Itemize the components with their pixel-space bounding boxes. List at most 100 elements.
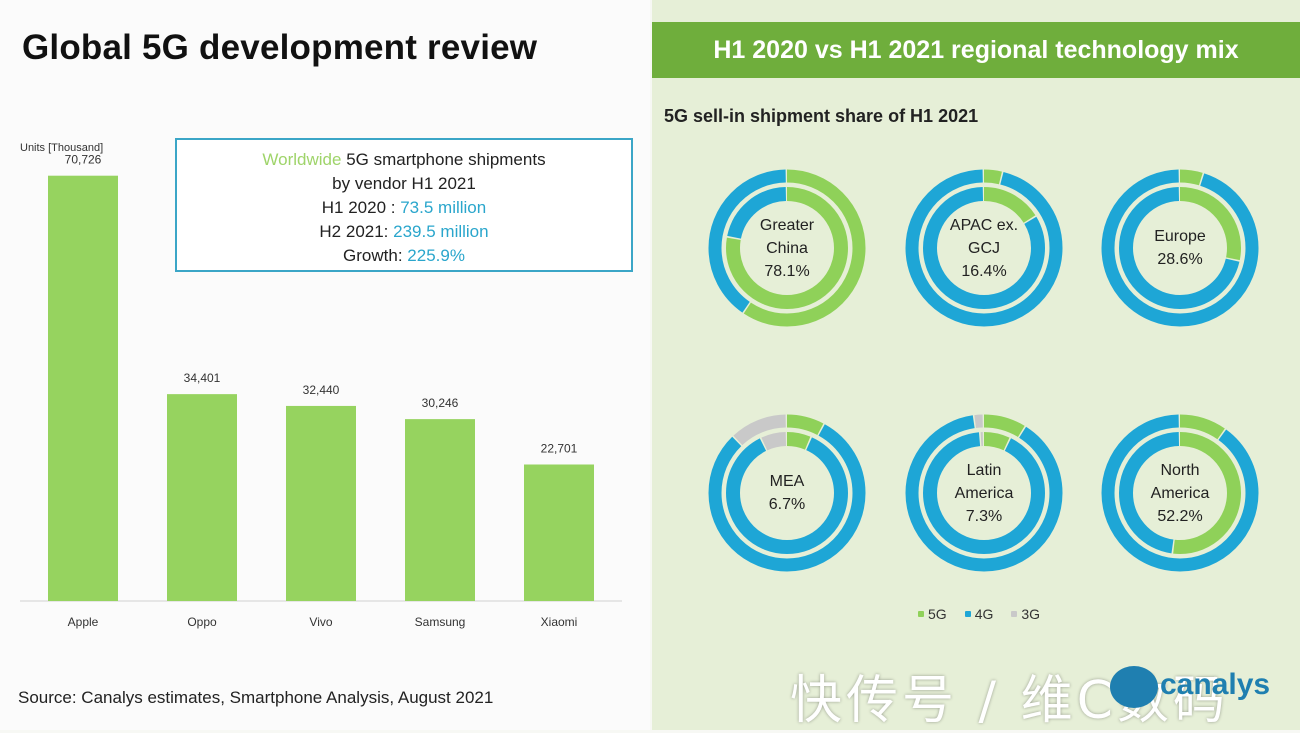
inner-ring-segment-4g bbox=[726, 432, 848, 554]
source-note: Source: Canalys estimates, Smartphone An… bbox=[18, 688, 494, 707]
donut-5g-share-value: 78.1% bbox=[764, 262, 810, 280]
legend-item-3g: 3G bbox=[1011, 606, 1040, 622]
outer-ring-segment-5g bbox=[1101, 414, 1259, 572]
donut-label: MEA 6.7% bbox=[702, 408, 872, 578]
donut-label: Europe 28.6% bbox=[1095, 163, 1265, 333]
donut-label: Latin America 7.3% bbox=[899, 408, 1069, 578]
info-h1-2020-label: H1 2020 : bbox=[321, 198, 401, 217]
donut-greater-china: Greater China 78.1% bbox=[702, 163, 872, 333]
inner-ring-segment-5g bbox=[1119, 432, 1241, 554]
bar-apple bbox=[48, 175, 118, 601]
outer-ring-segment-4g bbox=[905, 414, 1063, 572]
left-panel: Global 5G development review Units [Thou… bbox=[0, 0, 650, 730]
info-growth-label: Growth: bbox=[343, 246, 408, 265]
bar-value-label: 30,246 bbox=[422, 396, 459, 410]
info-growth-value: 225.9% bbox=[407, 246, 465, 265]
outer-ring-segment-5g bbox=[905, 169, 1063, 327]
donut-mea: MEA 6.7% bbox=[702, 408, 872, 578]
donut-5g-share-value: 16.4% bbox=[961, 262, 1007, 280]
bar-value-label: 70,726 bbox=[65, 153, 102, 167]
legend-swatch bbox=[1011, 611, 1018, 617]
donut-label: Greater China 78.1% bbox=[702, 163, 872, 333]
shipments-info-box: Worldwide 5G smartphone shipments by ven… bbox=[175, 138, 633, 272]
info-h2-2021-label: H2 2021: bbox=[319, 222, 394, 241]
legend-swatch bbox=[964, 611, 971, 617]
bar-value-label: 22,701 bbox=[541, 441, 578, 455]
info-accent-worldwide: Worldwide bbox=[262, 150, 342, 169]
legend-item-4g: 4G bbox=[964, 606, 994, 622]
info-line-3: H1 2020 : 73.5 million bbox=[177, 196, 631, 220]
canalys-logo-icon bbox=[1110, 666, 1158, 708]
donut-rings bbox=[905, 414, 1063, 572]
bar-samsung bbox=[405, 419, 475, 601]
donut-rings bbox=[708, 169, 866, 327]
outer-ring-segment-4g bbox=[1101, 414, 1259, 572]
bar-vivo bbox=[286, 405, 356, 601]
x-tick-label: Apple bbox=[68, 615, 99, 629]
legend-label: 5G bbox=[928, 606, 947, 622]
inner-ring-segment-5g bbox=[923, 432, 1045, 554]
y-axis-unit-label: Units [Thousand] bbox=[20, 142, 104, 154]
donut-region-name: MEA bbox=[769, 473, 805, 490]
outer-ring-segment-4g bbox=[708, 414, 866, 572]
donut-region-name: APAC ex. bbox=[949, 216, 1019, 234]
brand-text: canalys bbox=[1160, 668, 1271, 701]
info-line-2: by vendor H1 2021 bbox=[332, 174, 476, 193]
donut-apac-ex-gcj: APAC ex. GCJ 16.4% bbox=[899, 163, 1069, 333]
inner-ring-segment-5g bbox=[726, 187, 848, 309]
outer-ring-segment-4g bbox=[905, 169, 1063, 327]
donut-north-america: North America 52.2% bbox=[1095, 408, 1265, 578]
regional-mix-header: H1 2020 vs H1 2021 regional technology m… bbox=[652, 22, 1300, 78]
inner-ring-segment-5g bbox=[726, 432, 848, 554]
donut-legend: 5G 4G 3G bbox=[918, 606, 1040, 622]
bar-oppo bbox=[167, 394, 237, 601]
regional-mix-subtitle: 5G sell-in shipment share of H1 2021 bbox=[664, 106, 979, 126]
outer-ring-segment-5g bbox=[905, 414, 1063, 572]
outer-ring-segment-5g bbox=[1101, 169, 1259, 327]
legend-swatch bbox=[918, 611, 924, 617]
donut-rings bbox=[1101, 414, 1259, 572]
donut-label: North America 52.2% bbox=[1095, 408, 1265, 578]
legend-item-5g: 5G bbox=[918, 606, 947, 622]
info-line-4: H2 2021: 239.5 million bbox=[177, 220, 631, 244]
outer-ring-segment-5g bbox=[708, 169, 866, 327]
inner-ring-segment-5g bbox=[1119, 187, 1241, 309]
legend-label: 3G bbox=[1021, 606, 1041, 622]
donut-rings bbox=[708, 414, 866, 572]
page-title: Global 5G development review bbox=[22, 28, 538, 67]
donut-rings bbox=[1101, 169, 1259, 327]
donut-5g-share-value: 52.2% bbox=[1157, 507, 1203, 525]
donut-5g-share-value: 6.7% bbox=[768, 496, 806, 513]
x-tick-label: Oppo bbox=[187, 615, 217, 629]
info-h1-2020-value: 73.5 million bbox=[400, 198, 487, 217]
donut-region-name: America bbox=[1150, 484, 1210, 502]
inner-ring-segment-4g bbox=[1119, 187, 1241, 309]
right-panel: H1 2020 vs H1 2021 regional technology m… bbox=[652, 0, 1300, 730]
donut-region-name: North bbox=[1160, 461, 1200, 479]
donut-region-name: Greater bbox=[759, 216, 815, 234]
donut-region-name: China bbox=[766, 239, 808, 257]
donut-5g-share-value: 7.3% bbox=[965, 507, 1003, 525]
donut-region-name: GCJ bbox=[968, 239, 1000, 257]
vendor-bar-chart: 70,726 Apple 34,401 Oppo 32,440 Vivo 30,246 Sam… bbox=[20, 153, 622, 629]
x-tick-label: Samsung bbox=[415, 615, 466, 629]
x-tick-label: Xiaomi bbox=[541, 615, 578, 629]
info-h2-2021-value: 239.5 million bbox=[393, 222, 489, 241]
bar-xiaomi bbox=[524, 464, 594, 601]
donut-region-name: America bbox=[954, 484, 1014, 502]
x-tick-label: Vivo bbox=[309, 615, 332, 629]
donut-region-name: Latin bbox=[966, 461, 1002, 479]
inner-ring-segment-4g bbox=[1119, 432, 1241, 554]
outer-ring-segment-4g bbox=[1101, 169, 1259, 327]
donut-5g-share-value: 28.6% bbox=[1157, 251, 1203, 268]
info-line-5: Growth: 225.9% bbox=[177, 244, 631, 268]
outer-ring-segment-4g bbox=[708, 169, 866, 327]
donut-europe: Europe 28.6% bbox=[1095, 163, 1265, 333]
inner-ring-segment-5g bbox=[923, 187, 1045, 309]
bar-value-label: 34,401 bbox=[184, 371, 221, 385]
donut-rings bbox=[905, 169, 1063, 327]
donut-label: APAC ex. GCJ 16.4% bbox=[899, 163, 1069, 333]
legend-label: 4G bbox=[974, 606, 994, 622]
info-line-1: Worldwide 5G smartphone shipments bbox=[177, 148, 631, 172]
inner-ring-segment-4g bbox=[923, 432, 1045, 554]
